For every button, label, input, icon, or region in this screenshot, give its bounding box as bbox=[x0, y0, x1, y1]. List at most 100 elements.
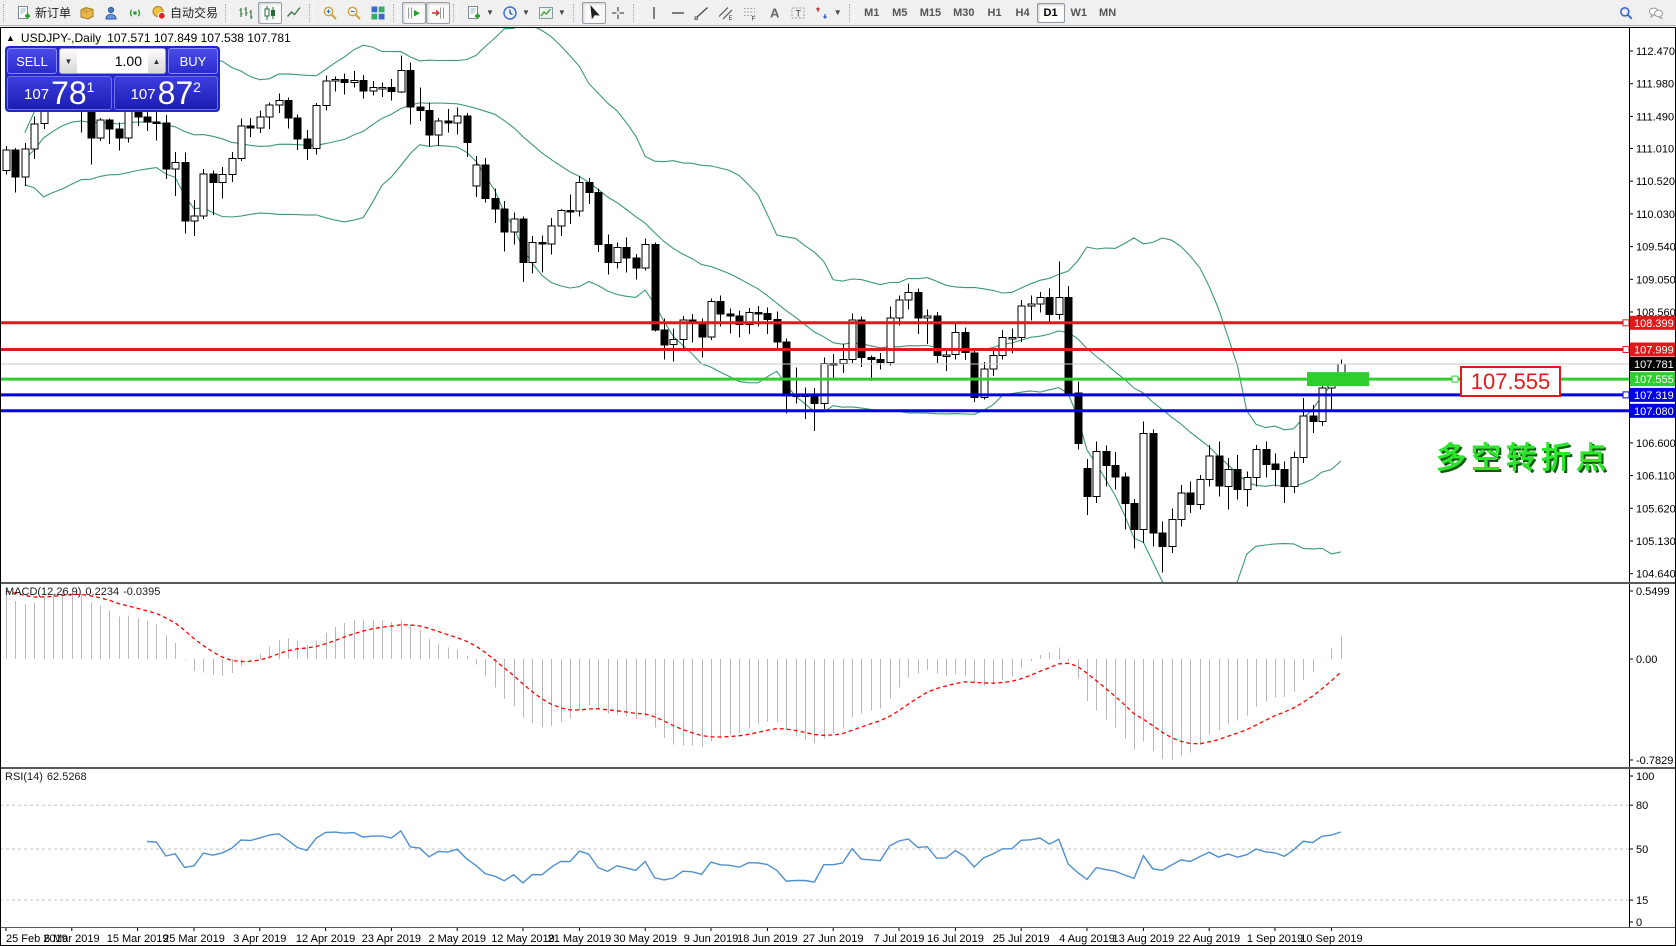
tile-windows-button[interactable] bbox=[366, 2, 390, 24]
chart-window[interactable]: 112.470 111.980 111.490 111.010 110.520 110.0… bbox=[0, 27, 1676, 946]
candle-body bbox=[1158, 532, 1167, 547]
candle-body bbox=[256, 116, 265, 129]
candle-body bbox=[1083, 467, 1092, 497]
timeframe-m5[interactable]: M5 bbox=[886, 3, 914, 23]
arrows-button[interactable]: ▼ bbox=[810, 2, 846, 24]
candle-body bbox=[11, 149, 20, 178]
horizontal-line-button[interactable] bbox=[666, 2, 690, 24]
line-chart-button[interactable] bbox=[282, 2, 306, 24]
resistance-line-2-handle[interactable] bbox=[1622, 346, 1630, 353]
sell-price-button[interactable]: 107 78 1 bbox=[7, 76, 112, 110]
sell-price-prefix: 107 bbox=[24, 86, 50, 103]
buy-button[interactable]: BUY bbox=[168, 48, 218, 74]
candle-body bbox=[162, 122, 171, 170]
sell-button[interactable]: SELL bbox=[7, 48, 57, 74]
auto-scroll-button[interactable] bbox=[402, 1, 427, 24]
turning-point-annotation[interactable]: 多空转折点 bbox=[1436, 442, 1611, 475]
price-callout-box[interactable]: 107.555 bbox=[1460, 366, 1561, 397]
candle-body bbox=[2, 149, 11, 172]
fibonacci-button[interactable]: F bbox=[738, 2, 762, 24]
svg-text:108.399: 108.399 bbox=[1634, 318, 1674, 330]
candle-body bbox=[698, 322, 707, 338]
svg-text:100: 100 bbox=[1636, 771, 1654, 783]
candlestick-chart-button[interactable] bbox=[258, 1, 283, 24]
bar-chart-button[interactable] bbox=[234, 2, 258, 24]
candle-body bbox=[1309, 415, 1318, 423]
autotrading-button[interactable]: 自动交易 bbox=[147, 2, 222, 24]
svg-text:107.999: 107.999 bbox=[1634, 345, 1674, 357]
candle-body bbox=[641, 244, 650, 269]
timeframe-mn[interactable]: MN bbox=[1093, 3, 1122, 23]
candle-body bbox=[923, 315, 932, 319]
price-tick-label: 104.640 bbox=[1636, 569, 1676, 581]
price-tick-label: 112.470 bbox=[1636, 46, 1675, 58]
svg-text:0: 0 bbox=[1636, 917, 1642, 928]
timeframe-m30[interactable]: M30 bbox=[947, 3, 980, 23]
trendline-button[interactable] bbox=[690, 2, 714, 24]
crosshair-button[interactable] bbox=[606, 2, 630, 24]
candle-body bbox=[951, 332, 960, 356]
highlight-zone[interactable] bbox=[1307, 372, 1369, 387]
candle-body bbox=[1280, 469, 1289, 487]
price-tick-label: 111.980 bbox=[1636, 79, 1674, 91]
candle-body bbox=[1027, 303, 1036, 307]
label-button[interactable]: T bbox=[786, 2, 810, 24]
buy-price-button[interactable]: 107 87 2 bbox=[113, 75, 218, 111]
main-price-chart[interactable]: 112.470 111.980 111.490 111.010 110.520 110.0… bbox=[0, 27, 1676, 583]
buy-price-big: 87 bbox=[157, 75, 194, 111]
equidistant-channel-button[interactable]: E bbox=[714, 2, 738, 24]
new-order-button[interactable]: 新订单 bbox=[12, 2, 75, 24]
trendline-icon bbox=[694, 5, 710, 21]
zoom-out-icon bbox=[346, 5, 362, 21]
chart-shift-button[interactable] bbox=[426, 1, 451, 24]
volume-input[interactable] bbox=[77, 49, 148, 73]
search-button[interactable] bbox=[1614, 2, 1638, 24]
candle-body bbox=[604, 244, 613, 264]
candle-body bbox=[416, 106, 425, 111]
macd-signal-line bbox=[5, 590, 1342, 745]
tile-windows-icon bbox=[370, 5, 386, 21]
candle-body bbox=[284, 99, 293, 119]
candle-body bbox=[942, 354, 951, 357]
pivot-line-handle[interactable] bbox=[1451, 375, 1459, 383]
candle-body bbox=[453, 115, 462, 124]
candle-body bbox=[745, 312, 754, 326]
collapse-arrow-icon[interactable]: ▲ bbox=[6, 33, 15, 43]
date-tick-label: 18 Jun 2019 bbox=[737, 933, 798, 945]
chat-button[interactable] bbox=[1644, 2, 1668, 24]
templates-button[interactable]: ▼ bbox=[534, 2, 570, 24]
price-axis: 112.470 111.980 111.490 111.010 110.520 110.0… bbox=[1629, 46, 1676, 581]
zoom-in-button[interactable] bbox=[318, 2, 342, 24]
timeframe-m1[interactable]: M1 bbox=[858, 3, 886, 23]
date-tick-label: 12 May 2019 bbox=[491, 933, 555, 945]
timeframe-h4[interactable]: H4 bbox=[1009, 3, 1037, 23]
data-window-button[interactable] bbox=[99, 2, 123, 24]
zoom-out-button[interactable] bbox=[342, 2, 366, 24]
volume-decrease-button[interactable]: ▼ bbox=[60, 49, 77, 73]
candle-body bbox=[594, 192, 603, 246]
candle-body bbox=[322, 80, 331, 107]
navigator-button[interactable] bbox=[123, 2, 147, 24]
timeframe-w1[interactable]: W1 bbox=[1065, 3, 1094, 23]
price-tick-label: 111.490 bbox=[1636, 111, 1674, 123]
svg-text:A: A bbox=[770, 5, 780, 20]
indicators-button[interactable]: ▼ bbox=[462, 2, 498, 24]
buy-price-prefix: 107 bbox=[130, 86, 156, 103]
timeframe-m15[interactable]: M15 bbox=[914, 3, 947, 23]
volume-increase-button[interactable]: ▲ bbox=[148, 49, 165, 73]
timeframe-h1[interactable]: H1 bbox=[981, 3, 1009, 23]
support-line-1-handle[interactable] bbox=[1622, 391, 1630, 399]
timeframe-d1[interactable]: D1 bbox=[1036, 2, 1065, 23]
macd-panel[interactable]: 0.5499 0.00 -0.7829 bbox=[0, 583, 1676, 768]
rsi-panel[interactable]: 100 80 50 15 0 bbox=[0, 768, 1676, 928]
fibonacci-icon: F bbox=[742, 5, 758, 21]
text-button[interactable]: A bbox=[762, 2, 786, 24]
resistance-line-1-handle[interactable] bbox=[1622, 319, 1630, 327]
cursor-button[interactable] bbox=[581, 1, 606, 24]
vertical-line-button[interactable] bbox=[642, 2, 666, 24]
periods-button[interactable]: ▼ bbox=[498, 2, 534, 24]
candle-body bbox=[895, 299, 904, 319]
market-watch-button[interactable] bbox=[75, 2, 99, 24]
